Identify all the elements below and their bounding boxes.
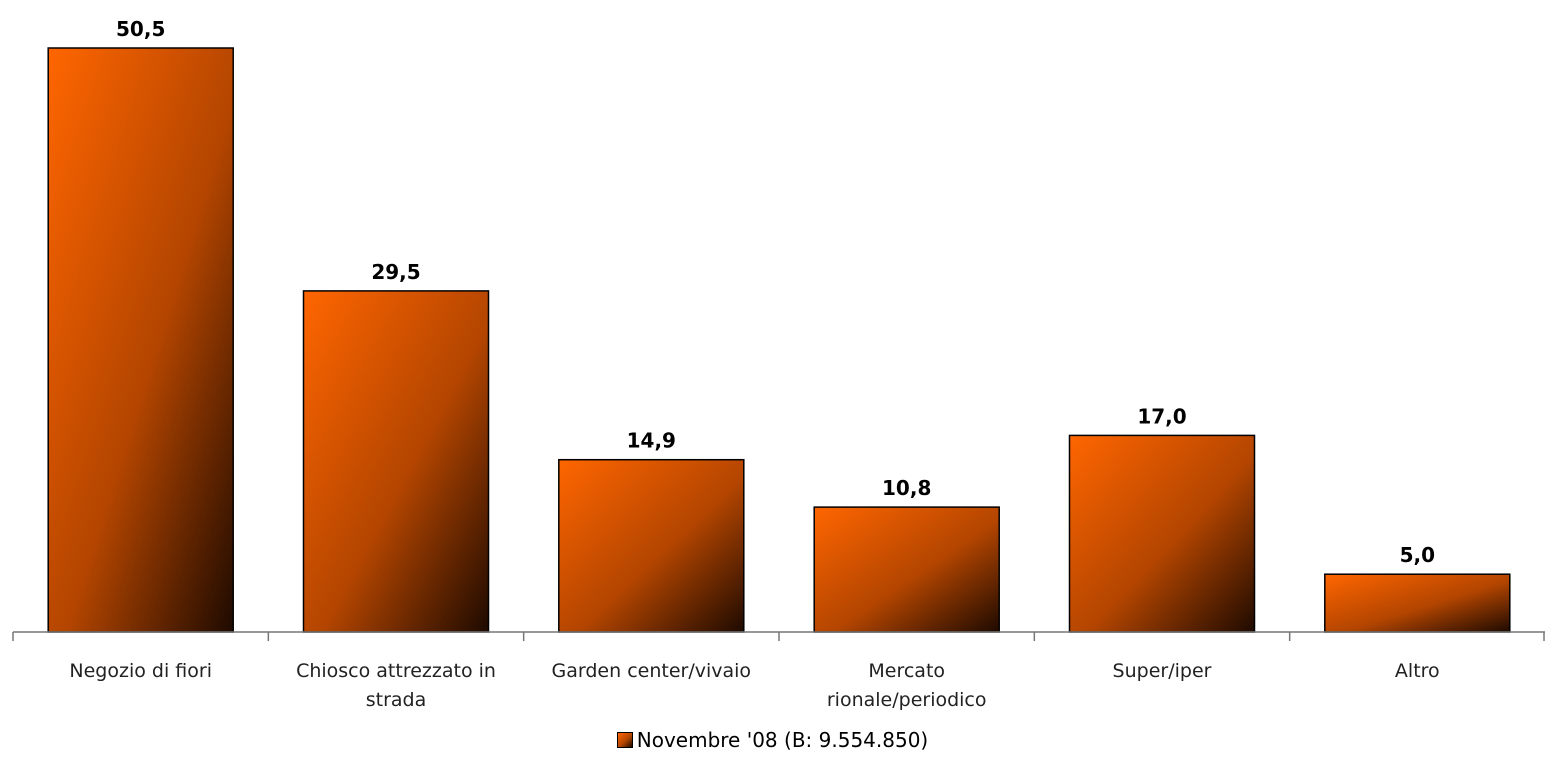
value-label-1: 50,5 [116, 17, 165, 41]
bar-1 [47, 47, 234, 633]
x-tick-label-4: Mercato rionale/periodico [827, 660, 987, 711]
x-tick-label-3: Garden center/vivaio [552, 660, 752, 682]
bar-chart: 50,5 29,5 14,9 10,8 17,0 5,0 Negozio di fiori… [12, 17, 1545, 711]
x-tick-labels-group: Negozio di fiori Chiosco attrezzato in str… [69, 660, 1439, 711]
x-tick-label-6: Altro [1395, 660, 1440, 682]
legend: Novembre '08 (B: 9.554.850) [0, 728, 1545, 752]
x-tick-label-5: Super/iper [1113, 660, 1212, 682]
bar-2 [302, 290, 490, 633]
legend-swatch [616, 732, 633, 748]
bar-3 [558, 458, 745, 633]
bars-group [47, 47, 1511, 633]
value-label-4: 10,8 [882, 476, 931, 500]
value-label-6: 5,0 [1400, 543, 1435, 567]
x-tick-label-1: Negozio di fiori [69, 660, 212, 682]
value-label-3: 14,9 [627, 429, 676, 453]
legend-label: Novembre '08 (B: 9.554.850) [636, 728, 929, 752]
bar-4 [813, 506, 1000, 633]
bar-6 [1324, 573, 1511, 633]
value-labels-group: 50,5 29,5 14,9 10,8 17,0 5,0 [116, 17, 1435, 567]
value-label-5: 17,0 [1137, 404, 1186, 428]
x-axis [12, 631, 1545, 641]
value-label-2: 29,5 [371, 260, 420, 284]
x-tick-label-2: Chiosco attrezzato in strada [296, 660, 496, 711]
bar-5 [1068, 434, 1256, 633]
